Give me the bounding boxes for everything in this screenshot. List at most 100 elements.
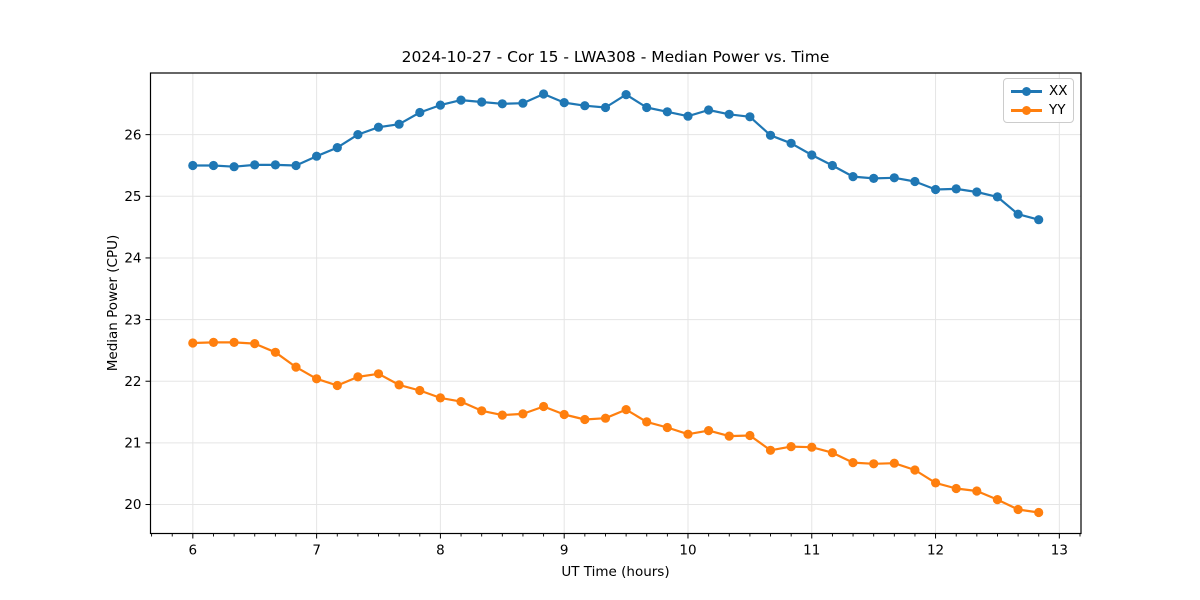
- data-point-xx: [580, 101, 590, 111]
- data-point-xx: [704, 105, 714, 115]
- data-point-xx: [992, 192, 1003, 202]
- data-point-xx: [312, 151, 322, 161]
- data-point-xx: [373, 122, 384, 132]
- legend-entry-xx: XX: [1011, 82, 1073, 100]
- data-point-xx: [518, 98, 528, 108]
- data-point-xx: [642, 102, 652, 113]
- data-point-xx: [621, 90, 631, 100]
- data-point-yy: [662, 422, 672, 433]
- data-point-xx: [807, 150, 817, 160]
- data-point-xx: [662, 107, 672, 117]
- data-point-yy: [765, 445, 776, 455]
- x-tick-label: 11: [803, 543, 820, 559]
- x-tick-label: 12: [927, 543, 944, 559]
- x-tick-label: 8: [436, 543, 445, 559]
- legend-sample-xx: [1011, 82, 1042, 100]
- y-tick-label: 24: [124, 251, 141, 267]
- data-point-xx: [208, 160, 219, 171]
- data-point-xx: [291, 160, 301, 171]
- series-line-yy: [192, 341, 1039, 514]
- data-point-xx: [765, 130, 776, 140]
- y-axis-label: Median Power (CPU): [105, 234, 121, 372]
- data-point-yy: [477, 406, 487, 416]
- y-tick-label: 20: [124, 497, 141, 513]
- data-point-yy: [889, 458, 899, 468]
- plot-frame: [149, 72, 1082, 535]
- data-point-xx: [972, 187, 982, 197]
- legend-marker-icon: [1022, 86, 1031, 96]
- y-tick-label: 25: [124, 189, 141, 205]
- y-tick-label: 21: [124, 436, 141, 452]
- data-point-xx: [497, 99, 507, 109]
- data-point-yy: [807, 442, 817, 452]
- x-tick-label: 10: [679, 543, 696, 559]
- data-point-yy: [1013, 504, 1023, 515]
- data-point-yy: [951, 483, 961, 494]
- data-point-yy: [683, 429, 693, 439]
- data-point-yy: [208, 337, 219, 347]
- data-point-yy: [827, 448, 838, 458]
- x-axis-label: UT Time (hours): [561, 564, 670, 580]
- data-point-xx: [910, 176, 920, 187]
- data-point-yy: [745, 430, 755, 441]
- x-tick-label: 9: [560, 543, 569, 559]
- data-point-yy: [786, 442, 796, 452]
- data-point-yy: [869, 459, 879, 469]
- data-point-yy: [642, 417, 652, 427]
- data-point-yy: [415, 385, 425, 396]
- y-tick-label: 23: [124, 312, 141, 328]
- data-point-xx: [827, 160, 838, 171]
- data-point-yy: [291, 362, 301, 372]
- data-point-xx: [415, 107, 425, 118]
- data-point-yy: [270, 347, 280, 357]
- data-point-xx: [456, 95, 466, 105]
- data-point-yy: [188, 338, 198, 348]
- data-point-xx: [559, 98, 569, 108]
- data-point-yy: [848, 458, 858, 468]
- data-point-yy: [724, 431, 734, 441]
- data-point-yy: [621, 405, 631, 415]
- data-point-yy: [497, 410, 507, 420]
- legend-label-xx: XX: [1049, 83, 1068, 99]
- data-point-yy: [456, 397, 466, 407]
- data-point-xx: [477, 97, 487, 107]
- data-point-xx: [353, 130, 363, 140]
- data-point-yy: [580, 414, 590, 425]
- data-point-yy: [600, 413, 611, 423]
- data-point-xx: [786, 138, 796, 148]
- data-point-yy: [435, 393, 445, 403]
- data-point-yy: [910, 465, 920, 475]
- data-point-yy: [250, 339, 260, 349]
- data-point-xx: [332, 143, 342, 153]
- data-point-yy: [353, 372, 363, 382]
- data-point-yy: [394, 380, 404, 390]
- data-point-yy: [229, 337, 239, 347]
- data-point-yy: [992, 495, 1003, 505]
- data-point-yy: [373, 369, 384, 379]
- data-point-xx: [869, 173, 879, 183]
- data-point-xx: [889, 173, 899, 183]
- legend-label-yy: YY: [1049, 102, 1066, 118]
- data-point-xx: [951, 184, 961, 194]
- y-tick-label: 22: [124, 374, 141, 390]
- data-point-xx: [1034, 215, 1044, 225]
- legend-sample-yy: [1011, 101, 1042, 119]
- data-point-yy: [931, 478, 941, 488]
- data-point-xx: [931, 184, 941, 195]
- data-point-yy: [312, 374, 322, 384]
- data-point-xx: [848, 172, 858, 182]
- legend-marker-icon: [1022, 105, 1031, 115]
- data-point-xx: [435, 100, 445, 110]
- data-point-xx: [270, 160, 280, 170]
- data-point-xx: [745, 112, 755, 122]
- data-point-xx: [394, 119, 404, 129]
- data-point-yy: [1034, 507, 1044, 518]
- x-tick-label: 13: [1051, 543, 1068, 559]
- data-point-yy: [539, 401, 549, 412]
- legend-box: XX YY: [1003, 78, 1074, 123]
- x-tick-label: 7: [312, 543, 321, 559]
- data-point-yy: [518, 409, 528, 419]
- data-point-yy: [332, 380, 342, 391]
- data-point-xx: [229, 162, 239, 172]
